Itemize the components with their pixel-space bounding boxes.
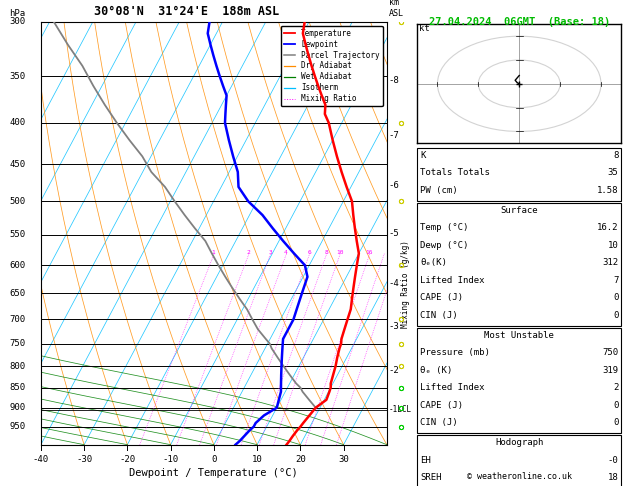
Text: 500: 500 <box>9 197 25 206</box>
Text: 35: 35 <box>608 168 618 177</box>
Text: -30: -30 <box>76 455 92 464</box>
Text: Mixing Ratio (g/kg): Mixing Ratio (g/kg) <box>401 240 410 328</box>
Text: 16: 16 <box>365 250 373 255</box>
Text: -40: -40 <box>33 455 49 464</box>
Text: 600: 600 <box>9 261 25 270</box>
Text: 10: 10 <box>336 250 343 255</box>
Text: CIN (J): CIN (J) <box>420 311 458 320</box>
Text: 3: 3 <box>268 250 272 255</box>
Text: 550: 550 <box>9 230 25 239</box>
Text: 300: 300 <box>9 17 25 26</box>
Text: -7: -7 <box>389 131 399 140</box>
Text: hPa: hPa <box>9 9 25 17</box>
Text: 30°08'N  31°24'E  188m ASL: 30°08'N 31°24'E 188m ASL <box>94 5 279 17</box>
Text: 750: 750 <box>9 339 25 348</box>
Text: 1: 1 <box>212 250 215 255</box>
Text: -6: -6 <box>389 181 399 190</box>
Text: 6: 6 <box>307 250 311 255</box>
Legend: Temperature, Dewpoint, Parcel Trajectory, Dry Adiabat, Wet Adiabat, Isotherm, Mi: Temperature, Dewpoint, Parcel Trajectory… <box>281 26 383 106</box>
Text: 0: 0 <box>613 293 618 302</box>
Text: Hodograph: Hodograph <box>495 438 543 447</box>
Text: -1LCL: -1LCL <box>389 405 412 414</box>
Text: 8: 8 <box>325 250 328 255</box>
Text: -0: -0 <box>608 455 618 465</box>
Text: -5: -5 <box>389 229 399 238</box>
Text: 4: 4 <box>284 250 288 255</box>
Text: 350: 350 <box>9 71 25 81</box>
Text: -4: -4 <box>389 279 399 288</box>
Text: 7: 7 <box>613 276 618 285</box>
Text: CIN (J): CIN (J) <box>420 418 458 427</box>
Text: Lifted Index: Lifted Index <box>420 383 485 392</box>
Text: kt: kt <box>419 24 430 34</box>
Text: -10: -10 <box>162 455 179 464</box>
Text: 312: 312 <box>602 258 618 267</box>
Text: Temp (°C): Temp (°C) <box>420 223 469 232</box>
Text: 750: 750 <box>602 348 618 357</box>
Text: 400: 400 <box>9 119 25 127</box>
Text: 30: 30 <box>338 455 349 464</box>
Text: 0: 0 <box>211 455 216 464</box>
Text: 900: 900 <box>9 403 25 412</box>
Text: 950: 950 <box>9 422 25 431</box>
Text: 18: 18 <box>608 473 618 482</box>
Text: Dewpoint / Temperature (°C): Dewpoint / Temperature (°C) <box>130 468 298 478</box>
Text: 319: 319 <box>602 365 618 375</box>
Text: Pressure (mb): Pressure (mb) <box>420 348 490 357</box>
Text: θₑ (K): θₑ (K) <box>420 365 452 375</box>
Text: 800: 800 <box>9 362 25 371</box>
Text: 10: 10 <box>252 455 262 464</box>
Text: 0: 0 <box>613 418 618 427</box>
Text: -3: -3 <box>389 322 399 331</box>
Text: 8: 8 <box>613 151 618 160</box>
Text: θₑ(K): θₑ(K) <box>420 258 447 267</box>
Text: 650: 650 <box>9 289 25 298</box>
Text: 1.58: 1.58 <box>597 186 618 195</box>
Text: CAPE (J): CAPE (J) <box>420 400 463 410</box>
Text: Surface: Surface <box>501 206 538 215</box>
Text: K: K <box>420 151 426 160</box>
Text: Totals Totals: Totals Totals <box>420 168 490 177</box>
Text: 16.2: 16.2 <box>597 223 618 232</box>
Text: © weatheronline.co.uk: © weatheronline.co.uk <box>467 472 572 481</box>
Text: EH: EH <box>420 455 431 465</box>
Text: -8: -8 <box>389 76 399 86</box>
Text: CAPE (J): CAPE (J) <box>420 293 463 302</box>
Text: 850: 850 <box>9 383 25 392</box>
Text: Lifted Index: Lifted Index <box>420 276 485 285</box>
Text: 10: 10 <box>608 241 618 250</box>
Text: Dewp (°C): Dewp (°C) <box>420 241 469 250</box>
Text: 450: 450 <box>9 160 25 169</box>
Text: 700: 700 <box>9 315 25 324</box>
Text: 2: 2 <box>247 250 250 255</box>
Text: 0: 0 <box>613 311 618 320</box>
Text: -20: -20 <box>120 455 135 464</box>
Text: 2: 2 <box>613 383 618 392</box>
Text: 20: 20 <box>295 455 306 464</box>
Text: Most Unstable: Most Unstable <box>484 330 554 340</box>
Text: SREH: SREH <box>420 473 442 482</box>
Text: 27.04.2024  06GMT  (Base: 18): 27.04.2024 06GMT (Base: 18) <box>428 17 610 27</box>
Text: km
ASL: km ASL <box>389 0 404 17</box>
Text: -2: -2 <box>389 366 399 375</box>
Text: 0: 0 <box>613 400 618 410</box>
Text: PW (cm): PW (cm) <box>420 186 458 195</box>
